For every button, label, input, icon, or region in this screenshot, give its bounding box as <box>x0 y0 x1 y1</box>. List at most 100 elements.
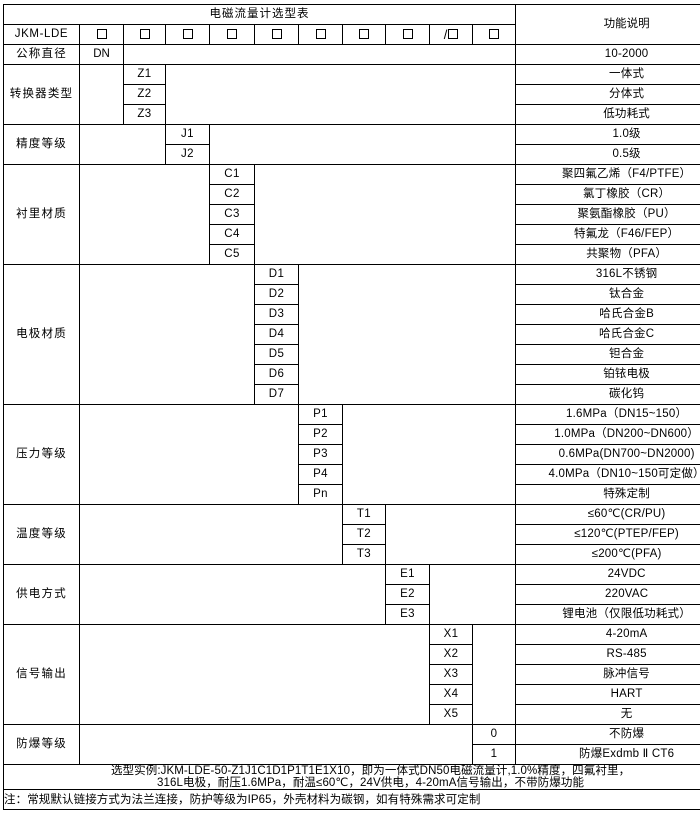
description-cell-衬里材质-1: 聚四氟乙烯（F4/PTFE） <box>516 165 700 185</box>
page-title: 电磁流量计选型表 <box>4 5 516 25</box>
code-cell-公称直径-1[interactable]: DN <box>80 45 124 65</box>
description-cell-供电方式-2: 220VAC <box>516 585 700 605</box>
code-checkbox-icon[interactable] <box>272 29 282 39</box>
category-label-1: 公称直径 <box>4 45 80 65</box>
code-cell-供电方式-1[interactable]: E1 <box>386 565 430 585</box>
spacer-cell-right <box>430 565 516 625</box>
description-cell-温度等级-1: ≤60℃(CR/PU) <box>516 505 700 525</box>
category-label-5: 电极材质 <box>4 265 80 405</box>
code-cell-压力等级-1[interactable]: P1 <box>299 405 343 425</box>
code-cell-压力等级-5[interactable]: Pn <box>299 485 343 505</box>
category-label-2: 转换器类型 <box>4 65 80 125</box>
code-cell-防爆等级-2[interactable]: 1 <box>473 745 516 765</box>
description-cell-电极材质-5: 钽合金 <box>516 345 700 365</box>
model-code-box-6[interactable] <box>299 25 343 45</box>
code-cell-转换器类型-3[interactable]: Z3 <box>124 105 166 125</box>
code-cell-温度等级-2[interactable]: T2 <box>343 525 386 545</box>
code-cell-电极材质-1[interactable]: D1 <box>255 265 299 285</box>
spacer-cell-left <box>80 65 124 125</box>
description-cell-转换器类型-2: 分体式 <box>516 85 700 105</box>
description-cell-压力等级-2: 1.0MPa（DN200~DN600） <box>516 425 700 445</box>
description-cell-精度等级-1: 1.0级 <box>516 125 700 145</box>
description-cell-压力等级-4: 4.0MPa（DN10~150可定做） <box>516 465 700 485</box>
spacer-cell-right <box>255 165 516 265</box>
spacer-cell-left <box>80 265 255 405</box>
description-cell-信号输出-1: 4-20mA <box>516 625 700 645</box>
description-cell-衬里材质-3: 聚氨酯橡胶（PU） <box>516 205 700 225</box>
spacer-cell-right <box>299 265 516 405</box>
code-cell-电极材质-5[interactable]: D5 <box>255 345 299 365</box>
code-cell-电极材质-2[interactable]: D2 <box>255 285 299 305</box>
code-checkbox-icon[interactable] <box>183 29 193 39</box>
description-cell-温度等级-2: ≤120℃(PTEP/FEP) <box>516 525 700 545</box>
description-cell-电极材质-3: 哈氏合金B <box>516 305 700 325</box>
code-cell-精度等级-2[interactable]: J2 <box>166 145 210 165</box>
code-cell-信号输出-1[interactable]: X1 <box>430 625 473 645</box>
code-checkbox-icon[interactable] <box>97 29 107 39</box>
model-code-box-5[interactable] <box>255 25 299 45</box>
code-cell-压力等级-4[interactable]: P4 <box>299 465 343 485</box>
description-cell-防爆等级-1: 不防爆 <box>516 725 700 745</box>
code-cell-衬里材质-2[interactable]: C2 <box>210 185 255 205</box>
example-line-2: 316L电极，耐压1.6MPa，耐温≤60℃，24V供电，4-20mA信号输出，… <box>4 777 700 789</box>
code-checkbox-icon[interactable] <box>227 29 237 39</box>
description-cell-公称直径-1: 10-2000 <box>516 45 700 65</box>
category-label-6: 压力等级 <box>4 405 80 505</box>
code-cell-温度等级-1[interactable]: T1 <box>343 505 386 525</box>
code-cell-衬里材质-3[interactable]: C3 <box>210 205 255 225</box>
model-code-box-1[interactable] <box>80 25 124 45</box>
description-cell-压力等级-5: 特殊定制 <box>516 485 700 505</box>
code-cell-信号输出-2[interactable]: X2 <box>430 645 473 665</box>
spacer-cell-right <box>386 505 516 565</box>
code-cell-压力等级-3[interactable]: P3 <box>299 445 343 465</box>
code-cell-供电方式-2[interactable]: E2 <box>386 585 430 605</box>
code-cell-压力等级-2[interactable]: P2 <box>299 425 343 445</box>
code-checkbox-icon[interactable] <box>403 29 413 39</box>
description-cell-衬里材质-5: 共聚物（PFA） <box>516 245 700 265</box>
code-cell-电极材质-6[interactable]: D6 <box>255 365 299 385</box>
code-cell-精度等级-1[interactable]: J1 <box>166 125 210 145</box>
model-code-box-8[interactable] <box>386 25 430 45</box>
category-label-9: 信号输出 <box>4 625 80 725</box>
model-code-box-3[interactable] <box>166 25 210 45</box>
code-cell-防爆等级-1[interactable]: 0 <box>473 725 516 745</box>
code-checkbox-icon[interactable] <box>140 29 150 39</box>
model-code-box-10[interactable] <box>473 25 516 45</box>
code-cell-衬里材质-1[interactable]: C1 <box>210 165 255 185</box>
code-checkbox-icon[interactable] <box>448 29 458 39</box>
description-cell-衬里材质-2: 氯丁橡胶（CR） <box>516 185 700 205</box>
code-cell-电极材质-7[interactable]: D7 <box>255 385 299 405</box>
code-checkbox-icon[interactable] <box>489 29 499 39</box>
code-cell-衬里材质-4[interactable]: C4 <box>210 225 255 245</box>
code-cell-信号输出-4[interactable]: X4 <box>430 685 473 705</box>
description-cell-信号输出-3: 脉冲信号 <box>516 665 700 685</box>
code-cell-转换器类型-1[interactable]: Z1 <box>124 65 166 85</box>
code-cell-转换器类型-2[interactable]: Z2 <box>124 85 166 105</box>
code-checkbox-icon[interactable] <box>316 29 326 39</box>
model-code-box-4[interactable] <box>210 25 255 45</box>
code-cell-信号输出-3[interactable]: X3 <box>430 665 473 685</box>
code-cell-衬里材质-5[interactable]: C5 <box>210 245 255 265</box>
code-cell-电极材质-4[interactable]: D4 <box>255 325 299 345</box>
code-cell-信号输出-5[interactable]: X5 <box>430 705 473 725</box>
code-cell-电极材质-3[interactable]: D3 <box>255 305 299 325</box>
model-code-box-9[interactable]: / <box>430 25 473 45</box>
model-code-box-7[interactable] <box>343 25 386 45</box>
code-cell-温度等级-3[interactable]: T3 <box>343 545 386 565</box>
spacer-cell-right <box>124 45 516 65</box>
code-cell-供电方式-3[interactable]: E3 <box>386 605 430 625</box>
selection-example-note: 选型实例:JKM-LDE-50-Z1J1C1D1P1T1E1X10，即为一体式D… <box>4 765 700 790</box>
code-checkbox-icon[interactable] <box>359 29 369 39</box>
model-code-box-2[interactable] <box>124 25 166 45</box>
spacer-cell-left <box>80 165 210 265</box>
